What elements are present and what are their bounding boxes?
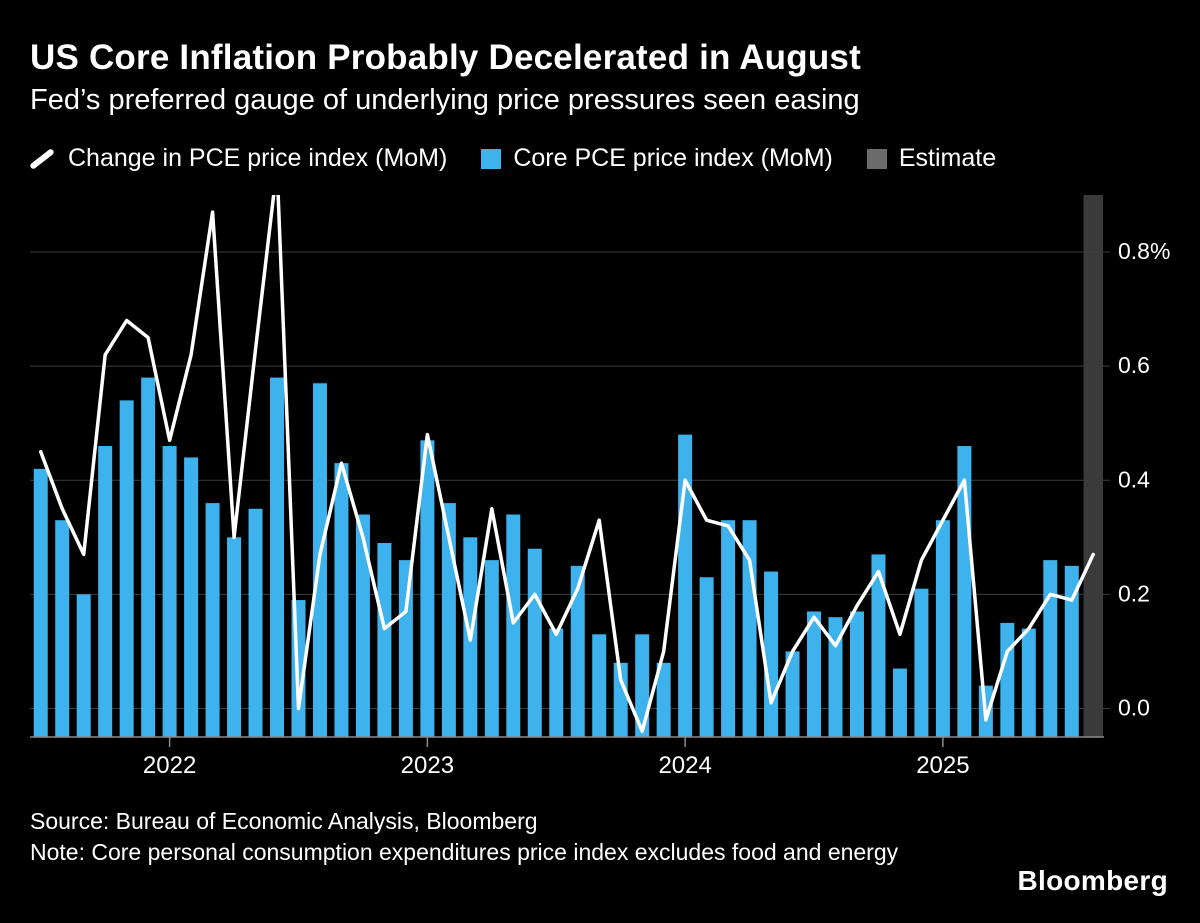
svg-text:0.8%: 0.8% <box>1118 238 1170 264</box>
svg-text:0.0: 0.0 <box>1118 695 1150 721</box>
bars-core-pce <box>33 377 1079 737</box>
svg-text:0.6: 0.6 <box>1118 352 1150 378</box>
svg-text:2022: 2022 <box>143 752 196 779</box>
legend-item-pce-line: Change in PCE price index (MoM) <box>28 144 447 173</box>
pce-headline-line <box>38 195 1096 734</box>
x-axis: 2022 2023 2024 2025 <box>30 736 1104 779</box>
chart-footer: Source: Bureau of Economic Analysis, Blo… <box>30 806 898 868</box>
legend: Change in PCE price index (MoM) Core PCE… <box>28 144 996 173</box>
bloomberg-logo: Bloomberg <box>1017 865 1168 896</box>
chart-subtitle: Fed’s preferred gauge of underlying pric… <box>30 84 860 116</box>
svg-text:2025: 2025 <box>916 752 969 779</box>
svg-text:2024: 2024 <box>658 752 711 779</box>
svg-text:0.4: 0.4 <box>1118 466 1150 492</box>
source-note: Source: Bureau of Economic Analysis, Blo… <box>30 808 538 834</box>
svg-text:2023: 2023 <box>401 752 454 779</box>
y-axis-labels: 0.0 0.2 0.4 0.6 0.8% <box>1118 238 1170 720</box>
legend-item-core-pce: Core PCE price index (MoM) <box>481 144 833 173</box>
legend-label-core-pce: Core PCE price index (MoM) <box>513 144 833 172</box>
chart-title: US Core Inflation Probably Decelerated i… <box>30 38 861 77</box>
estimate-swatch-icon <box>866 148 887 169</box>
legend-label-pce-line: Change in PCE price index (MoM) <box>68 144 448 172</box>
estimate-band <box>1083 195 1103 737</box>
legend-item-estimate: Estimate <box>866 144 997 173</box>
legend-label-estimate: Estimate <box>898 144 997 172</box>
svg-text:0.2: 0.2 <box>1118 580 1150 606</box>
core-pce-swatch-icon <box>481 148 502 169</box>
footnote: Note: Core personal consumption expendit… <box>30 839 899 865</box>
